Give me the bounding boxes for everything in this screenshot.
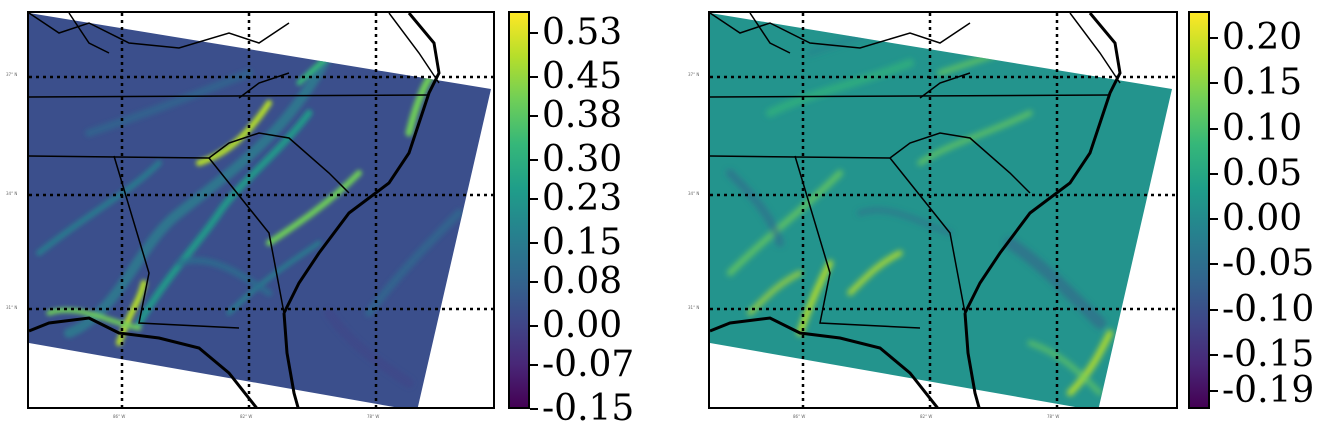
colorbar-tick-label: 0.10 [1222, 107, 1303, 149]
lon-label: 86° W [113, 414, 126, 419]
state-border [68, 13, 110, 54]
lon-label: 82° W [920, 414, 933, 419]
colorbar-tick-label: 0.15 [542, 222, 623, 264]
state-border [208, 157, 285, 314]
colorbar-tick-mark [530, 197, 538, 200]
coastline [282, 312, 300, 407]
colorbar-tick-mark [1210, 218, 1218, 221]
state-border [1069, 13, 1121, 84]
colorbar-tick-mark [530, 159, 538, 162]
state-border [794, 155, 921, 329]
coastline [29, 316, 258, 407]
coastline [710, 316, 939, 407]
field-background-right [710, 13, 1172, 407]
lon-label: 86° W [793, 414, 806, 419]
state-border [749, 13, 791, 54]
colorbar-tick-mark [530, 280, 538, 283]
lat-label: 31° N [6, 305, 18, 310]
colorbar-tick-mark [530, 363, 538, 366]
colorbar-tick-label: 0.08 [542, 260, 623, 302]
colorbar-tick-mark [530, 408, 538, 410]
map-right [710, 13, 1176, 407]
state-border [113, 155, 240, 329]
colorbar-tick-label: 0.38 [542, 95, 623, 137]
left-map-panel: 37° N 34° N 31° N 86° W 82° W 78° W 0.53… [6, 11, 635, 429]
colorbar-tick-mark [1210, 263, 1218, 266]
colorbar-left [508, 11, 530, 409]
colorbar-tick-label: -0.15 [1222, 333, 1315, 375]
map-frame-left [27, 11, 495, 409]
colorbar-tick-label: -0.05 [1222, 243, 1315, 285]
colorbar-right [1188, 11, 1210, 409]
colorbar-tick-mark [1210, 308, 1218, 311]
colorbar-tick-label: 0.30 [542, 139, 623, 181]
coastline [282, 13, 441, 314]
colorbar-tick-mark [1210, 82, 1218, 85]
colorbar-tick-label: 0.23 [542, 177, 623, 219]
lat-label: 37° N [688, 72, 700, 77]
coastline [963, 312, 981, 407]
right-map-panel: 37° N 34° N 31° N 86° W 82° W 78° W 0.20… [680, 0, 1339, 438]
colorbar-tick-label: 0.00 [1222, 198, 1303, 240]
field-background-left [29, 13, 491, 407]
state-border [919, 72, 971, 99]
colorbar-tick-mark [1210, 172, 1218, 175]
lat-label: 34° N [688, 191, 700, 196]
colorbar-tick-label: 0.45 [542, 56, 623, 98]
colorbar-tick-label: -0.15 [542, 388, 635, 429]
colorbar-tick-label: 0.53 [542, 12, 623, 54]
colorbar-tick-mark [1210, 353, 1218, 356]
lat-label: 31° N [688, 305, 700, 310]
lon-label: 78° W [367, 414, 380, 419]
colorbar-tick-label: -0.10 [1222, 288, 1315, 330]
colorbar-tick-label: -0.19 [1222, 369, 1315, 411]
state-border [889, 157, 966, 314]
map-frame-right [708, 11, 1178, 409]
state-border [29, 94, 430, 98]
state-border [710, 94, 1111, 98]
colorbar-tick-label: 0.15 [1222, 62, 1303, 104]
colorbar-tick-label: 0.05 [1222, 152, 1303, 194]
state-border [710, 13, 971, 49]
colorbar-tick-mark [530, 115, 538, 118]
lon-label: 78° W [1047, 414, 1060, 419]
state-border [238, 72, 290, 99]
lat-label: 37° N [6, 72, 18, 77]
colorbar-tick-mark [530, 242, 538, 245]
map-left [29, 13, 493, 407]
colorbar-tick-label: 0.20 [1222, 17, 1303, 59]
colorbar-tick-label: 0.00 [542, 305, 623, 347]
lon-label: 82° W [240, 414, 253, 419]
colorbar-tick-label: -0.07 [542, 343, 635, 385]
colorbar-tick-mark [530, 325, 538, 328]
colorbar-tick-mark [530, 32, 538, 35]
colorbar-tick-mark [1210, 127, 1218, 130]
colorbar-tick-mark [1210, 389, 1218, 392]
colorbar-tick-mark [1210, 37, 1218, 40]
lat-label: 34° N [6, 191, 18, 196]
colorbar-tick-mark [530, 76, 538, 79]
state-border [388, 13, 440, 84]
state-border [29, 13, 290, 49]
coastline [963, 13, 1122, 314]
